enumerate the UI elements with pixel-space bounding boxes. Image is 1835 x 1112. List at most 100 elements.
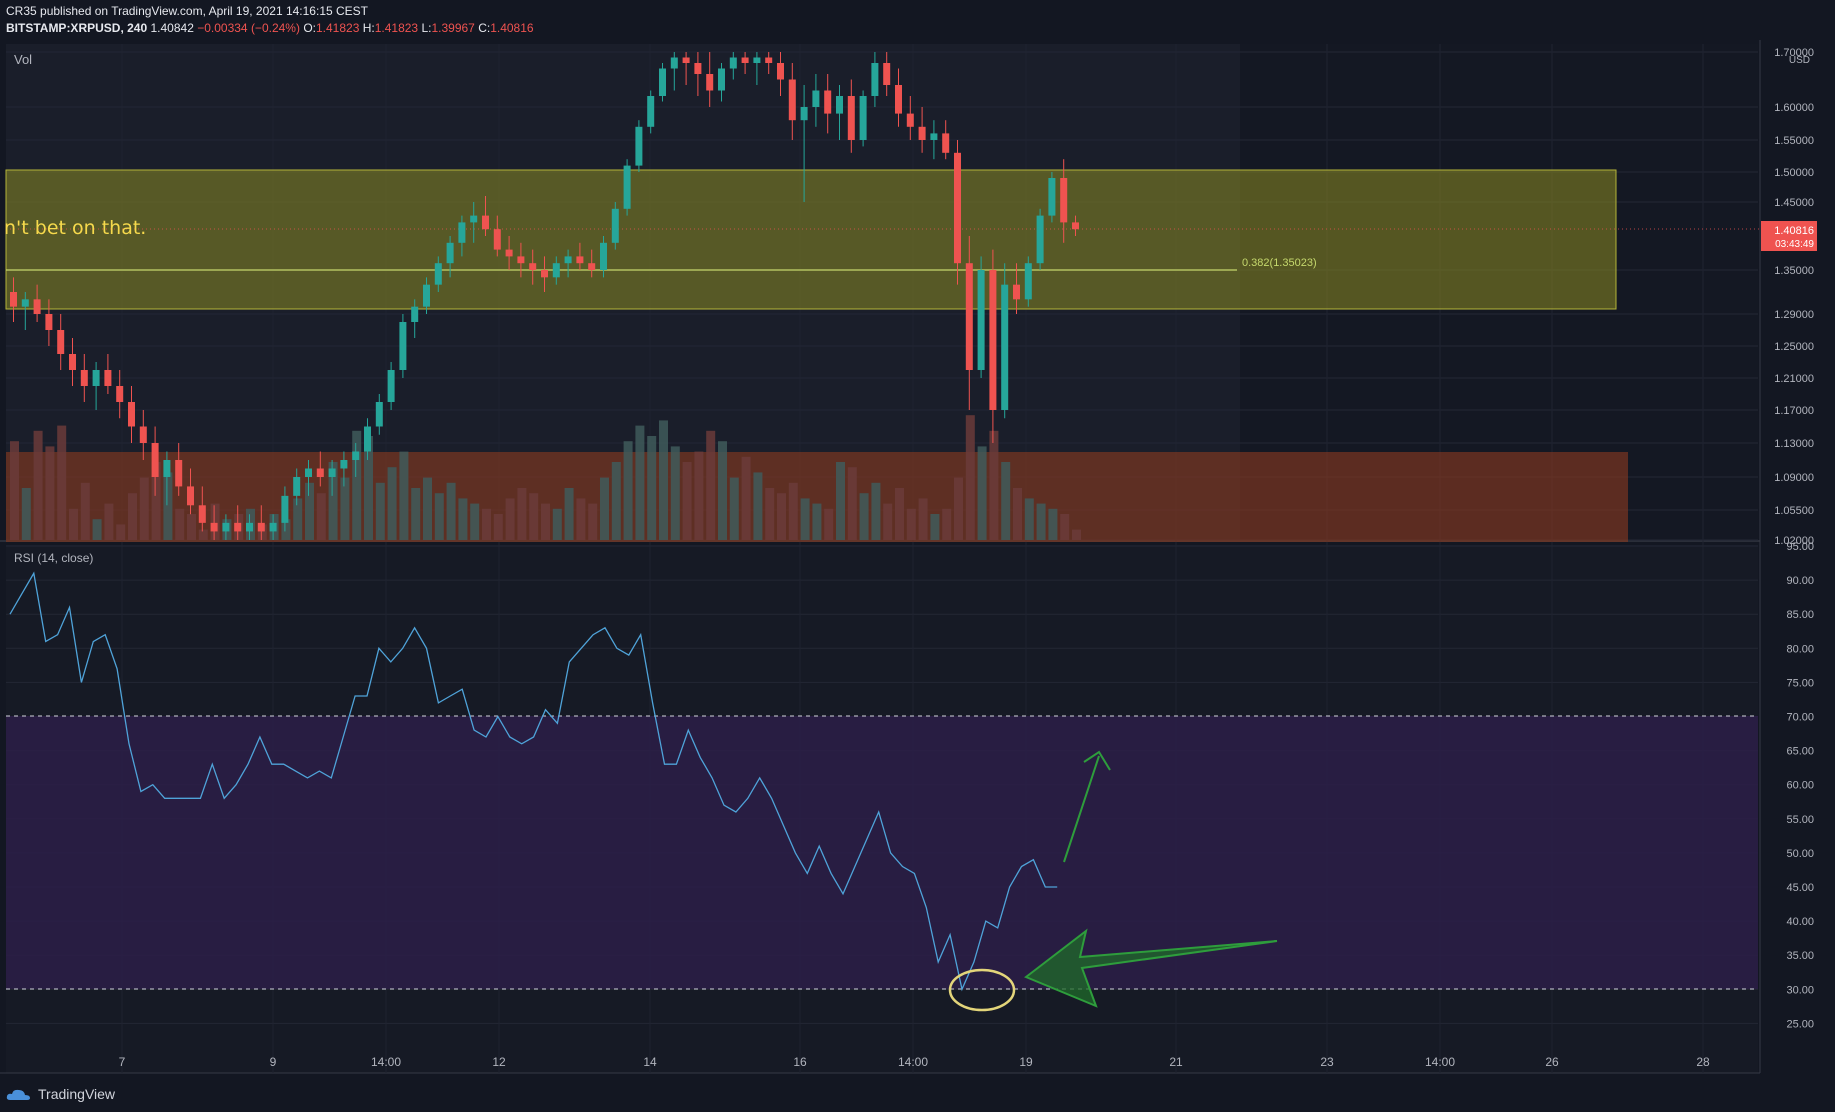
symbol-name[interactable]: BITSTAMP:XRPUSD, 240 <box>6 21 148 35</box>
vol-label: Vol <box>14 52 32 67</box>
volume-bar <box>576 498 586 540</box>
candle-body <box>883 63 891 85</box>
price-tick: 1.29000 <box>1774 309 1814 321</box>
volume-bar <box>729 477 739 540</box>
candle-body <box>623 165 631 209</box>
overlay-text: n't bet on that. <box>4 217 146 239</box>
candle-body <box>706 74 714 91</box>
volume-bar <box>470 503 480 540</box>
time-tick: 28 <box>1696 1055 1710 1069</box>
price-tick: 1.05500 <box>1774 505 1814 517</box>
volume-bar <box>175 508 185 540</box>
green-arrow-up-head <box>1083 750 1111 771</box>
volume-bar <box>765 488 775 540</box>
resistance-zone[interactable] <box>5 169 1617 310</box>
volume-bar <box>293 498 303 540</box>
candle-body <box>588 263 596 270</box>
candle-body <box>895 85 902 114</box>
candle-body <box>198 505 206 523</box>
candle-body <box>836 96 843 114</box>
rsi-line <box>9 571 1058 992</box>
ohlc-h-value: 1.41823 <box>374 21 419 35</box>
candle-body <box>482 215 489 230</box>
candle-body <box>328 468 336 477</box>
volume-bar <box>257 524 267 540</box>
volume-bar <box>399 451 409 540</box>
candle-body <box>930 133 938 140</box>
candle-body <box>1048 178 1056 216</box>
volume-bar <box>128 493 137 540</box>
volume-bar <box>187 514 196 540</box>
candle-body <box>871 63 879 96</box>
volume-bar <box>505 498 515 540</box>
candle-body <box>10 292 17 307</box>
candle-body <box>104 370 112 386</box>
candle-body <box>977 270 985 370</box>
candle-body <box>33 299 41 314</box>
candle-body <box>788 79 796 121</box>
time-tick: 12 <box>492 1055 506 1069</box>
candle-body <box>470 215 478 223</box>
price-tick: 1.70000 <box>1774 47 1814 59</box>
volume-bar <box>281 519 291 540</box>
candle-body <box>387 370 395 402</box>
oversold-circle[interactable] <box>948 968 1016 1012</box>
rsi-label: RSI (14, close) <box>14 551 93 565</box>
time-tick: 26 <box>1545 1055 1559 1069</box>
candle-body <box>541 270 548 278</box>
cloud-icon <box>6 1089 31 1100</box>
volume-bar <box>210 503 220 540</box>
time-tick: 19 <box>1019 1055 1033 1069</box>
volume-bar <box>930 514 940 540</box>
candle-body <box>777 63 784 80</box>
volume-bar <box>328 462 338 540</box>
price-axis[interactable]: 1.70000 1.60000 1.55000 1.50000 1.45000 1.350… <box>1774 47 1814 547</box>
rsi-tick: 55.00 <box>1786 814 1814 826</box>
volume-bar <box>92 519 102 540</box>
volume-bar <box>1001 462 1011 540</box>
volume-bar <box>458 498 468 540</box>
volume-bar <box>682 462 692 540</box>
candle-body <box>458 222 466 243</box>
volume-bar <box>871 482 881 540</box>
rsi-tick: 65.00 <box>1786 746 1814 758</box>
volume-bar <box>529 493 539 540</box>
volume-bar <box>116 524 126 540</box>
volume-bar <box>718 441 727 540</box>
rsi-band <box>6 716 1758 989</box>
volume-bar <box>906 508 916 540</box>
volume-bar <box>564 488 574 540</box>
candle-body <box>954 152 961 264</box>
price-tick: 1.09000 <box>1774 472 1814 484</box>
volume-bar <box>788 482 798 540</box>
candle-body <box>824 90 832 114</box>
candle-body <box>517 256 525 264</box>
green-arrow-left[interactable] <box>1024 928 1278 1008</box>
candle-body <box>423 284 430 307</box>
time-axis[interactable]: 7 9 14:00 12 14 16 14:00 19 21 23 14:00 26 28 <box>119 1055 1710 1069</box>
price-tick: 1.21000 <box>1774 373 1814 385</box>
volume-bar <box>446 482 456 540</box>
candle-body <box>906 113 914 127</box>
volume-bar <box>1024 498 1034 540</box>
green-arrow-up-shaft[interactable] <box>1063 755 1100 863</box>
volume-bar <box>977 446 987 540</box>
volume-bar <box>659 420 668 540</box>
ohlc-c-value: 1.40816 <box>490 21 534 35</box>
candle-body <box>659 68 666 96</box>
tradingview-logo[interactable]: TradingView <box>6 1086 115 1102</box>
price-tick: 1.17000 <box>1774 405 1814 417</box>
fib-label: 0.382(1.35023) <box>1242 257 1317 269</box>
candle-body <box>965 263 973 370</box>
price-change: −0.00334 (−0.24%) <box>197 21 300 35</box>
volume-bar <box>411 488 421 540</box>
volume-bar <box>139 477 149 540</box>
candle-body <box>800 107 808 121</box>
candle-body <box>753 57 761 63</box>
rsi-tick: 40.00 <box>1786 916 1814 928</box>
rsi-axis[interactable]: 95.00 90.00 85.00 80.00 75.00 70.00 65.00 60.00… <box>1786 541 1814 1030</box>
volume-bar <box>635 425 645 540</box>
volume-bar <box>340 477 350 540</box>
volume-bar <box>552 508 562 540</box>
